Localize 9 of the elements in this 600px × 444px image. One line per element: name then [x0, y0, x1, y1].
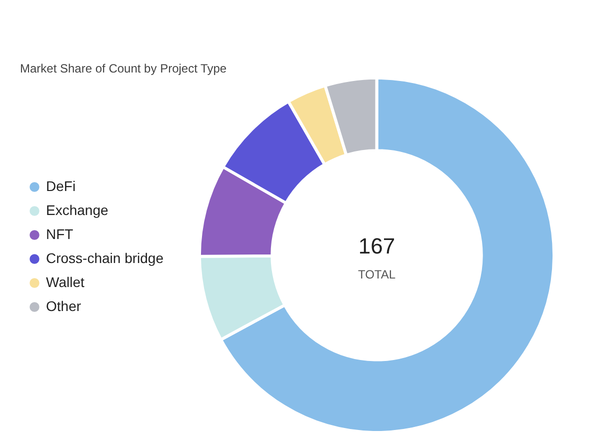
text: TOTAL	[358, 268, 396, 282]
legend-label: Other	[46, 298, 82, 314]
legend-label: DeFi	[46, 178, 76, 194]
chart-title: Market Share of Count by Project Type	[20, 62, 227, 76]
legend-label: Cross-chain bridge	[46, 250, 164, 266]
legend-label: Wallet	[46, 274, 84, 290]
legend-label: NFT	[46, 226, 74, 242]
text: 167	[358, 233, 396, 258]
legend-label: Exchange	[46, 202, 108, 218]
